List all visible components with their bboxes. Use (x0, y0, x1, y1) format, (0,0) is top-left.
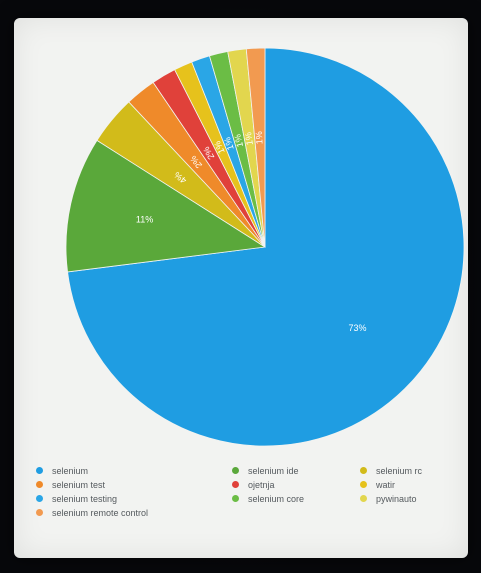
legend-item-pywinauto: pywinauto (360, 492, 456, 505)
legend-swatch (360, 467, 367, 474)
legend-label: selenium remote control (52, 507, 149, 518)
legend-label: watir (376, 479, 396, 490)
legend-item-selenium-testing: selenium testing (36, 492, 232, 505)
legend-label: selenium testing (52, 493, 118, 504)
legend-item-selenium-rc: selenium rc (360, 464, 456, 477)
legend-label: selenium test (52, 479, 106, 490)
legend-item-watir: watir (360, 478, 456, 491)
legend-swatch (232, 495, 239, 502)
legend-label: ojetnja (248, 479, 275, 490)
legend-item-selenium-core: selenium core (232, 492, 360, 505)
pie-slice-selenium (67, 47, 465, 447)
legend-label: selenium (52, 465, 89, 476)
legend-swatch (360, 495, 367, 502)
legend-item-selenium-test: selenium test (36, 478, 232, 491)
slice-label-selenium: 73% (348, 323, 366, 333)
pie-slice-selenium-remote-control (245, 47, 266, 248)
legend-swatch (232, 467, 239, 474)
legend-item-ojetnja: ojetnja (232, 478, 360, 491)
legend-swatch (36, 481, 43, 488)
legend-item-selenium-remote-control: selenium remote control (36, 506, 232, 519)
legend-swatch (36, 467, 43, 474)
legend-empty-cell (232, 506, 360, 519)
legend-swatch (360, 481, 367, 488)
legend-empty-cell (360, 506, 456, 519)
slice-label-pywinauto: 1% (243, 132, 255, 146)
slice-label-selenium-testing: 1% (222, 136, 236, 152)
legend-label: selenium rc (376, 465, 423, 476)
legend-item-selenium: selenium (36, 464, 232, 477)
legend-item-selenium-ide: selenium ide (232, 464, 360, 477)
legend-label: pywinauto (376, 493, 417, 504)
slice-label-selenium-remote-control: 1% (254, 131, 265, 144)
slice-label-selenium-ide: 11% (136, 214, 153, 224)
legend-swatch (36, 495, 43, 502)
legend-label: selenium core (248, 493, 305, 504)
chart-legend: selenium selenium ide selenium rc selenium … (36, 464, 456, 519)
legend-swatch (36, 509, 43, 516)
pie-slice-selenium-ide (65, 139, 267, 273)
legend-swatch (232, 481, 239, 488)
legend-label: selenium ide (248, 465, 299, 476)
slice-label-watir: 1% (212, 139, 226, 155)
pie-chart: 73%11%4%2%2%1%1%1%1% 1% (65, 47, 465, 447)
chart-panel: 73% 11% 4% 2% 2% 1% 1% 1% 1% 1% selenium selenium … (14, 18, 468, 558)
slice-label-selenium-core: 1% (232, 133, 245, 148)
